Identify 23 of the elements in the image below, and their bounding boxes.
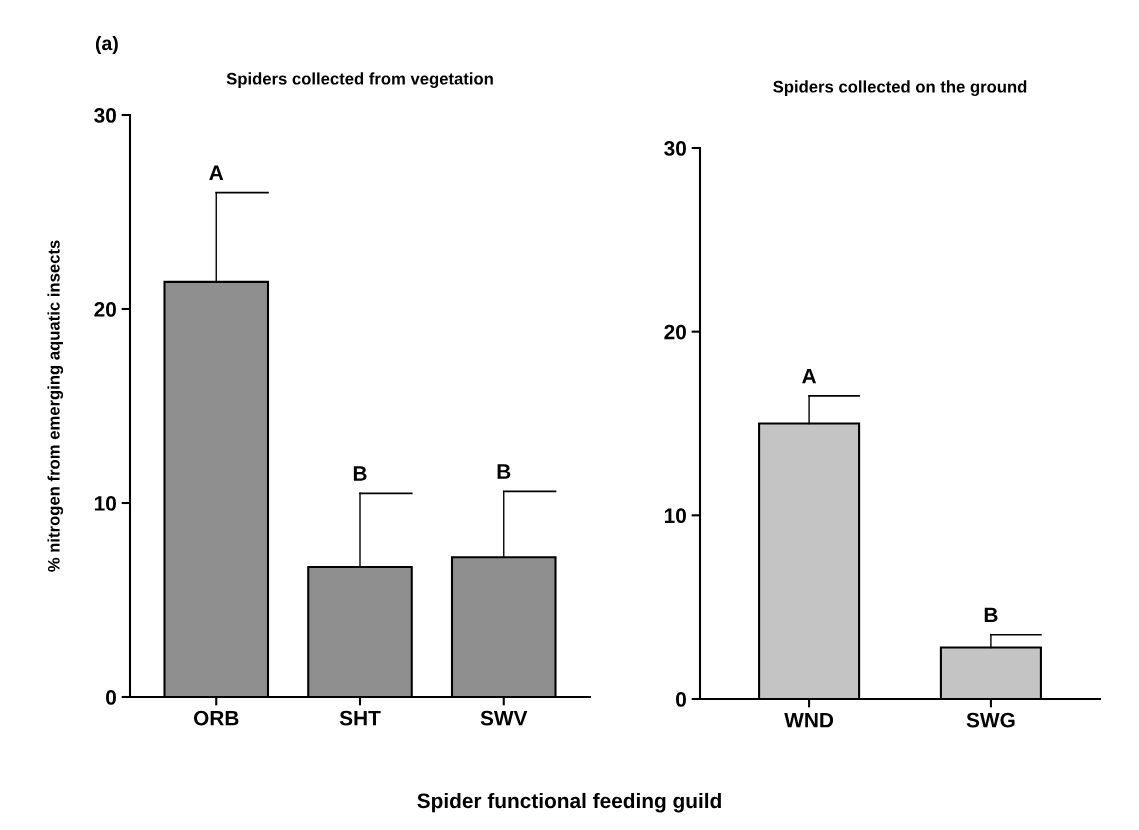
y-tick-label: 30 — [664, 141, 686, 156]
annotation: A — [802, 368, 817, 384]
y-tick-label: 0 — [676, 692, 686, 707]
x-tick-label: SHT — [339, 710, 381, 726]
x-axis-title: Spider functional feeding guild — [417, 792, 721, 813]
annotation: B — [353, 466, 367, 481]
x-tick-label: ORB — [193, 710, 239, 726]
y-tick-label: 10 — [664, 508, 686, 524]
y-axis-title: % nitrogen from emerging aquatic insects — [47, 240, 64, 572]
annotation: A — [209, 165, 224, 180]
x-tick-label: WND — [784, 712, 834, 728]
x-tick-label: SWG — [966, 712, 1015, 728]
y-tick-label: 10 — [94, 496, 116, 511]
chart-title: Spiders collected on the ground — [773, 80, 1027, 96]
chart-title: Spiders collected from vegetation — [226, 72, 493, 88]
y-tick-label: 0 — [106, 690, 116, 705]
text: (a) — [95, 35, 118, 55]
annotation: B — [984, 607, 998, 623]
annotation: B — [497, 464, 511, 479]
y-tick-label: 30 — [94, 108, 116, 123]
y-tick-label: 20 — [664, 324, 686, 340]
x-tick-label: SWV — [480, 710, 528, 726]
y-tick-label: 20 — [94, 302, 116, 317]
